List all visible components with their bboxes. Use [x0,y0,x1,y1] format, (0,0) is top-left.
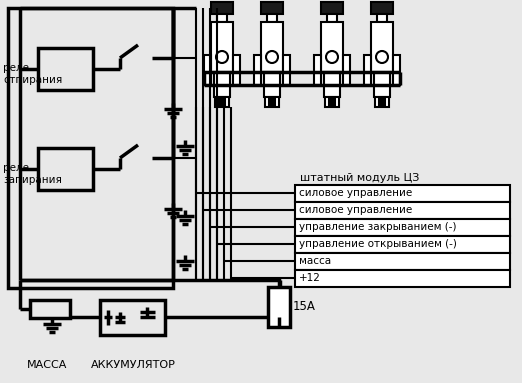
Bar [267,14,277,22]
Bar [295,219,510,236]
Bar [233,55,240,85]
Text: АККУМУЛЯТОР: АККУМУЛЯТОР [90,360,175,370]
Bar [214,72,230,97]
Bar [295,270,510,287]
Bar [375,97,381,107]
Text: управление открыванием (-): управление открыванием (-) [299,239,457,249]
Bar [333,97,339,107]
Bar [223,97,229,107]
Text: реле: реле [3,63,29,73]
Bar [38,148,93,190]
Bar [371,2,393,14]
Text: реле: реле [3,163,29,173]
Bar [383,97,389,107]
Bar [211,22,233,72]
Bar [393,55,400,85]
Bar [100,300,165,335]
Text: силовое управление: силовое управление [299,205,412,215]
Text: масса: масса [299,256,331,266]
Bar [321,2,343,14]
Bar [265,97,271,107]
Text: штатный модуль ЦЗ: штатный модуль ЦЗ [300,173,419,183]
Text: запирания: запирания [3,175,62,185]
Bar [264,72,280,97]
Text: управление закрыванием (-): управление закрыванием (-) [299,222,457,232]
Bar [38,48,93,90]
Bar [314,55,321,85]
Bar [371,22,393,72]
Bar [204,55,211,85]
Bar [273,97,279,107]
Bar [217,14,227,22]
Bar [324,72,340,97]
Bar [321,22,343,72]
Bar [283,55,290,85]
Text: силовое управление: силовое управление [299,188,412,198]
Text: МАССА: МАССА [27,360,67,370]
Bar [215,97,221,107]
Bar [261,2,283,14]
Bar [343,55,350,85]
Bar [211,2,233,14]
Bar [295,253,510,270]
Bar [325,97,331,107]
Bar [295,185,510,202]
Text: отпирания: отпирания [3,75,62,85]
Bar [254,55,261,85]
Bar [30,300,70,318]
Bar [295,202,510,219]
Bar [377,14,387,22]
Bar [327,14,337,22]
Bar [374,72,390,97]
Bar [364,55,371,85]
Text: +12: +12 [299,273,321,283]
Bar [261,22,283,72]
Text: 15А: 15А [293,301,316,314]
Bar [268,287,290,327]
Bar [295,236,510,253]
Bar [8,8,173,288]
